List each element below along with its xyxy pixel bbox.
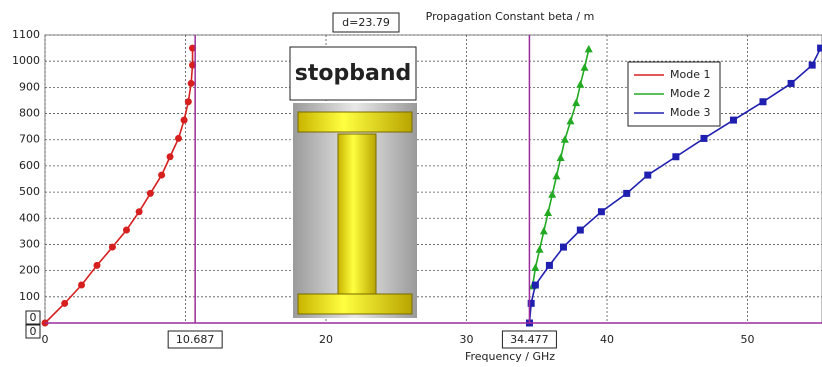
point <box>788 80 795 87</box>
y-tick-label: 300 <box>19 237 40 250</box>
x-tick-label: 40 <box>600 333 614 346</box>
point <box>623 190 630 197</box>
point <box>158 172 165 179</box>
point <box>546 262 553 269</box>
y-tick-label: 1100 <box>12 28 40 41</box>
y-tick-label: 400 <box>19 211 40 224</box>
beam-web <box>338 134 376 294</box>
point <box>109 244 116 251</box>
point <box>185 98 192 105</box>
point <box>809 62 816 69</box>
x-marker-label: 10.687 <box>176 333 215 346</box>
point <box>188 80 195 87</box>
beam-bottom <box>298 294 412 314</box>
x-axis-label: Frequency / GHz <box>465 350 555 363</box>
y-tick-label: 1000 <box>12 54 40 67</box>
point <box>93 262 100 269</box>
point <box>817 45 822 52</box>
chart: stopband Propagation Constant beta / m F… <box>0 0 822 367</box>
point <box>577 227 584 234</box>
legend-label: Mode 3 <box>670 106 710 119</box>
point <box>61 300 68 307</box>
point <box>147 190 154 197</box>
point <box>136 208 143 215</box>
beam-top <box>298 112 412 132</box>
point <box>672 153 679 160</box>
point <box>78 282 85 289</box>
structure-image <box>293 103 417 318</box>
x-tick-label: 30 <box>460 333 474 346</box>
y-tick-label: 900 <box>19 80 40 93</box>
x-tick-label: 20 <box>319 333 333 346</box>
x-marker-label: 34.477 <box>510 333 549 346</box>
y-tick-label: 800 <box>19 107 40 120</box>
y-tick-label: 100 <box>19 290 40 303</box>
x-tick-label: 50 <box>741 333 755 346</box>
point <box>730 117 737 124</box>
y-marker-label: 0 <box>30 311 37 324</box>
y-marker-label: 0 <box>30 325 37 338</box>
point <box>181 117 188 124</box>
y-tick-label: 500 <box>19 185 40 198</box>
y-tick-label: 700 <box>19 133 40 146</box>
y-tick-label: 200 <box>19 264 40 277</box>
point <box>644 172 651 179</box>
point <box>598 208 605 215</box>
point <box>175 135 182 142</box>
point <box>700 135 707 142</box>
point <box>532 282 539 289</box>
y-tick-label: 600 <box>19 159 40 172</box>
legend-label: Mode 1 <box>670 68 710 81</box>
point <box>123 227 130 234</box>
point <box>560 244 567 251</box>
legend-label: Mode 2 <box>670 87 710 100</box>
chart-title: Propagation Constant beta / m <box>426 10 595 23</box>
annotation: d=23.79 <box>342 16 390 29</box>
point <box>759 98 766 105</box>
x-tick-label: 0 <box>42 333 49 346</box>
point <box>167 153 174 160</box>
stopband-label: stopband <box>295 61 411 86</box>
